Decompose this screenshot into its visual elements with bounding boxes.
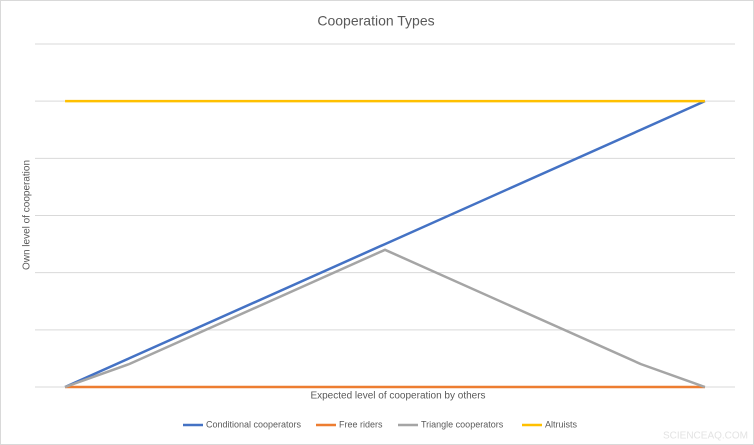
series-line bbox=[64, 100, 706, 389]
chart-title: Cooperation Types bbox=[317, 13, 434, 29]
legend-label: Triangle cooperators bbox=[421, 419, 504, 429]
series-line bbox=[64, 248, 706, 389]
y-axis-label: Own level of cooperation bbox=[22, 160, 33, 270]
x-axis-label: Expected level of cooperation by others bbox=[310, 391, 485, 402]
legend-label: Altruists bbox=[545, 419, 578, 429]
watermark: SCIENCEAQ.COM bbox=[663, 431, 748, 442]
legend-label: Conditional cooperators bbox=[206, 419, 302, 429]
legend-label: Free riders bbox=[339, 419, 383, 429]
